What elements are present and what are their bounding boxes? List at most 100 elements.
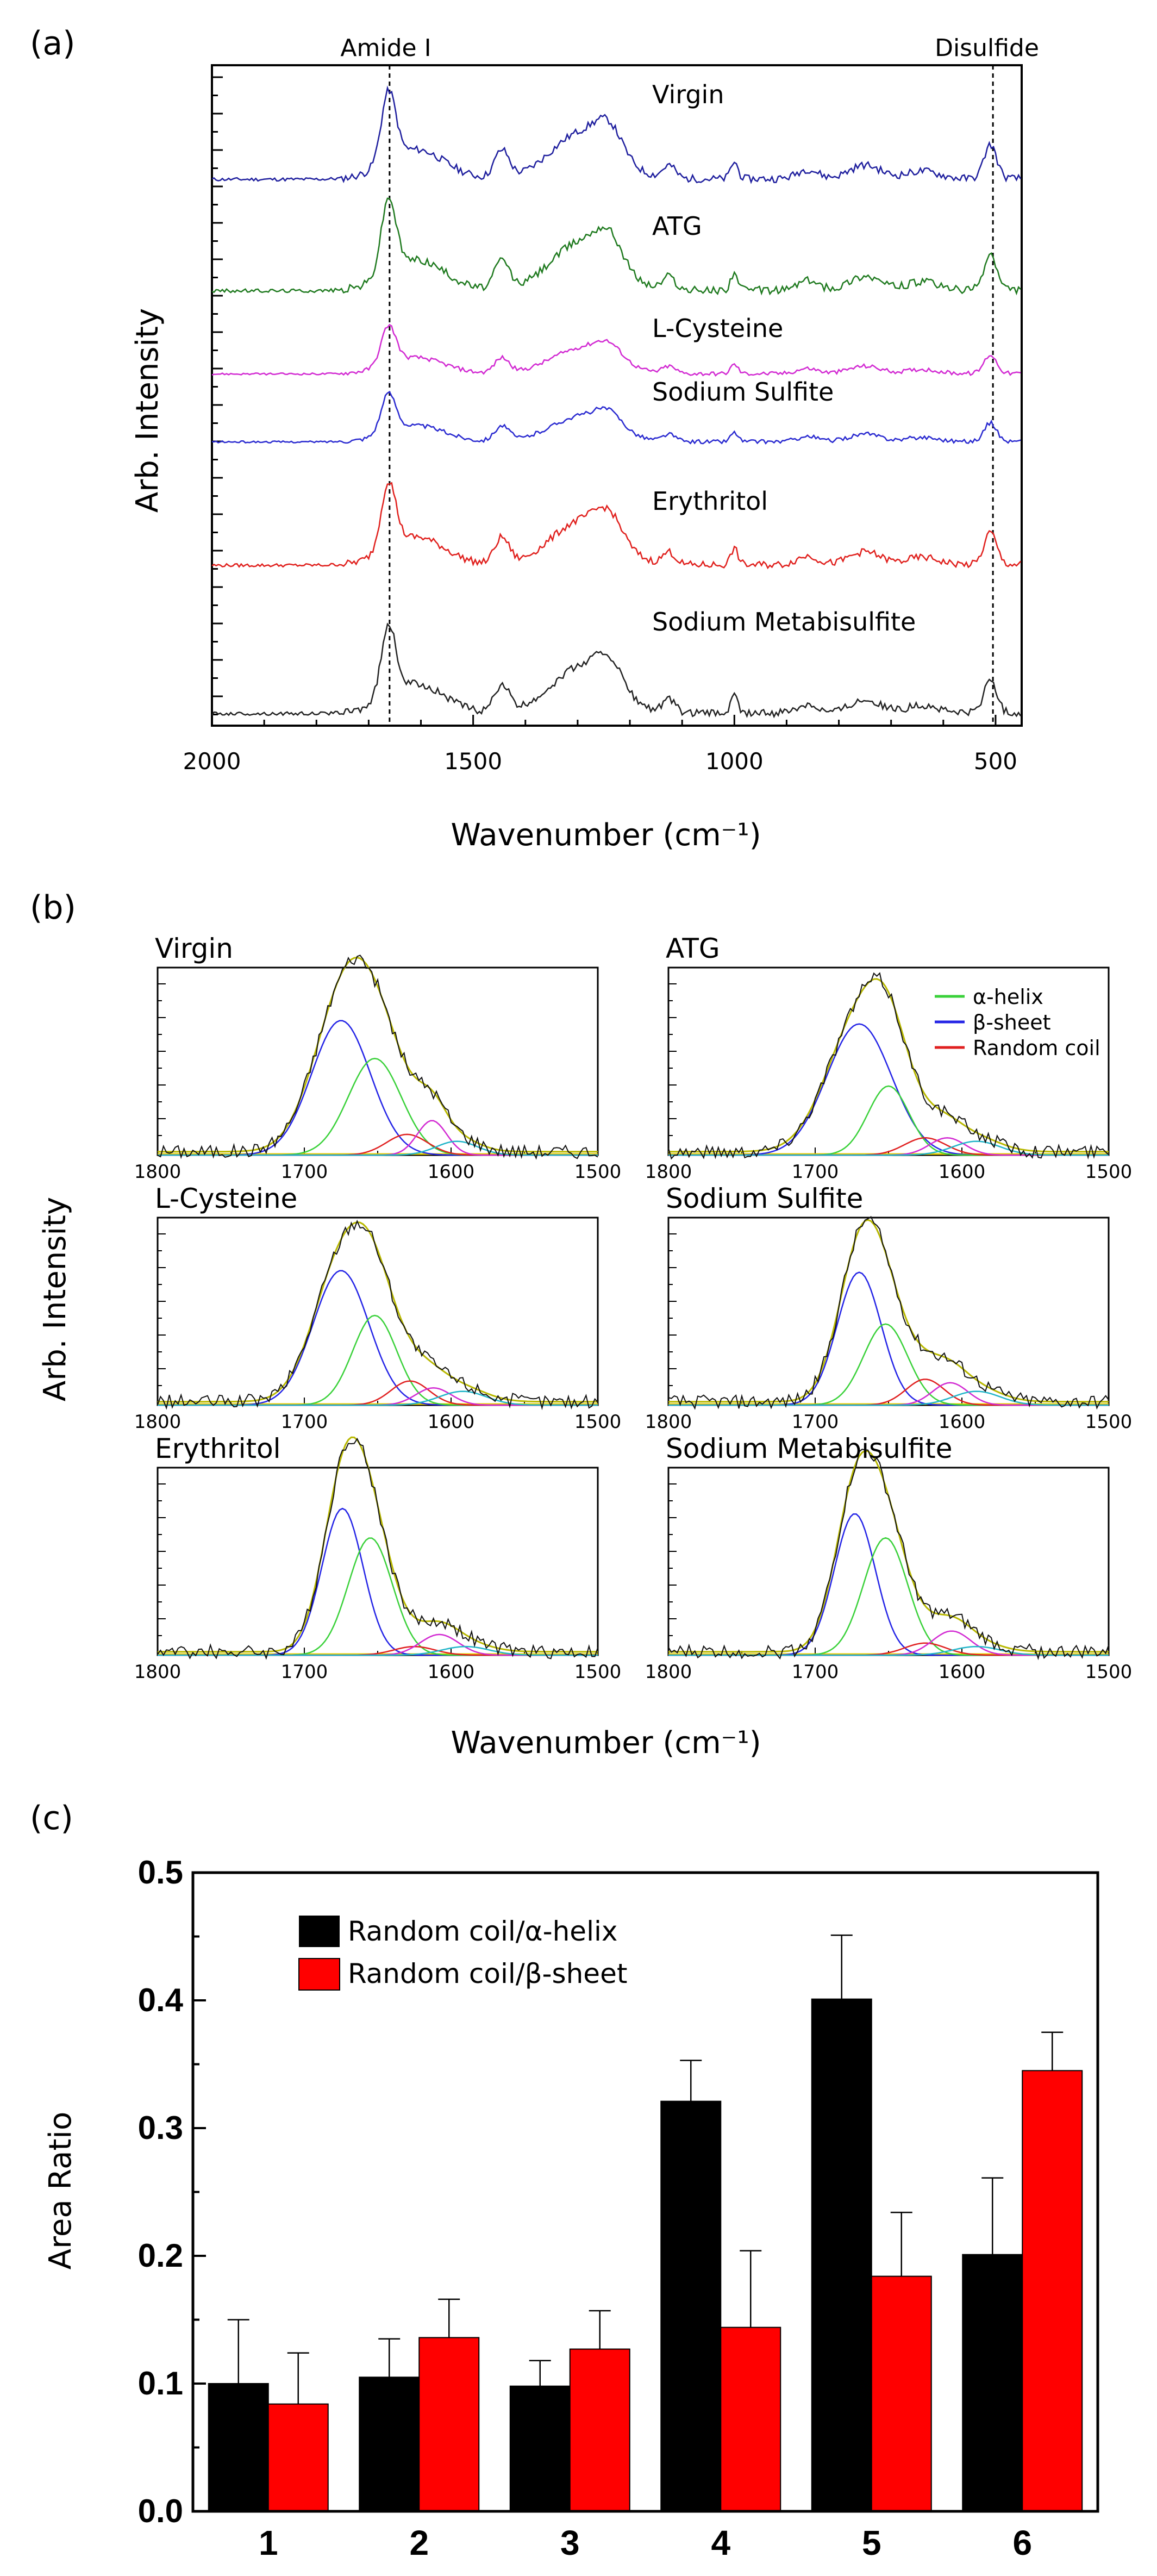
- panel-a-series-label-sodium-sulfite: Sodium Sulfite: [652, 377, 834, 407]
- panel-b-frame-0: [157, 966, 599, 1156]
- panel-a-series-line-0: [211, 85, 1022, 184]
- panel-b-legend: α-helix β-sheet Random coil: [935, 985, 1100, 1060]
- panel-b-peak-2-1: [158, 1314, 598, 1406]
- panel-b-x-tick-label: 1600: [939, 1411, 986, 1433]
- panel-b-peak-5-4: [668, 1645, 1109, 1656]
- panel-a-y-label: Arb. Intensity: [130, 308, 165, 513]
- panel-c-bar-s1-2: [569, 2348, 630, 2512]
- panel-b-x-tick-label: 1700: [281, 1161, 328, 1183]
- panel-b-frame-4: [157, 1467, 599, 1656]
- panel-a-series-line-1: [211, 197, 1021, 296]
- panel-b-peak-0-0: [158, 1020, 598, 1156]
- panel-a-series-label-virgin: Virgin: [652, 80, 724, 109]
- panel-b-peak-4-0: [158, 1507, 598, 1656]
- panel-b-fit-5: [668, 1450, 1109, 1653]
- panel-c: (c) 0.0 0.1 0.2 0.3 0.4 0.5 1 2 3 4 5 6 Random coil…: [30, 1799, 1099, 2562]
- panel-c-x-tick-label-3: 4: [711, 2523, 730, 2562]
- panel-b-peak-0-1: [158, 1058, 598, 1156]
- panel-b-x-tick-label: 1500: [1085, 1411, 1133, 1433]
- panel-c-x-tick-label-0: 1: [259, 2523, 278, 2562]
- panel-b-x-tick-label: 1700: [792, 1661, 839, 1683]
- panel-c-legend-label-beta: Random coil/β-sheet: [348, 1958, 627, 1989]
- panel-a-label: (a): [30, 24, 76, 63]
- panel-a-marker-disulfide-label: Disulfide: [935, 34, 1039, 62]
- panel-b-x-tick-label: 1800: [645, 1661, 692, 1683]
- panel-b-title-erythritol: Erythritol: [155, 1433, 281, 1464]
- panel-b-fit-1: [668, 978, 1109, 1153]
- panel-b-x-tick-label: 1700: [281, 1661, 328, 1683]
- panel-b-subplots: 1800 1700 1600 1500 1800 1700 1600 1500 1800 1700…: [134, 955, 1133, 1683]
- panel-b-x-tick-label: 1600: [428, 1161, 475, 1183]
- panel-b-x-tick-label: 1800: [134, 1661, 182, 1683]
- panel-b-x-tick-label: 1500: [574, 1411, 622, 1433]
- panel-b-legend-label-beta: β-sheet: [973, 1011, 1051, 1034]
- panel-b-peak-3-1: [668, 1323, 1109, 1406]
- panel-c-bar-s1-3: [720, 2326, 781, 2512]
- panel-a-x-tick-label-2: 1000: [705, 748, 764, 775]
- panel-a-series-label-erythritol: Erythritol: [652, 486, 768, 516]
- panel-a-series-label-l-cysteine: L-Cysteine: [652, 314, 783, 343]
- panel-a-series-label-atg: ATG: [652, 211, 702, 241]
- panel-b-peak-5-1: [668, 1537, 1109, 1656]
- panel-b-x-tick-label: 1500: [574, 1661, 622, 1683]
- panel-b-raw-4: [157, 1437, 598, 1660]
- panel-c-y-tick-label-5: 0.5: [138, 1854, 183, 1891]
- panel-a-marker-lines: [389, 65, 994, 726]
- panel-b-title-sodium-metabisulfite: Sodium Metabisulfite: [666, 1433, 953, 1464]
- panel-b-title-l-cysteine: L-Cysteine: [155, 1183, 297, 1214]
- panel-b-peak-5-0: [668, 1513, 1109, 1656]
- panel-c-bar-s0-0: [208, 2383, 269, 2512]
- panel-b-label: (b): [30, 889, 76, 927]
- panel-b-peak-1-1: [668, 1085, 1109, 1156]
- panel-c-legend-swatch-beta: [298, 1958, 340, 1991]
- panel-b-peak-0-3: [158, 1120, 598, 1156]
- panel-c-bar-s0-1: [359, 2377, 420, 2512]
- panel-b-fit-3: [668, 1219, 1109, 1403]
- panel-b-raw-3: [668, 1216, 1109, 1410]
- panel-b-fit-0: [158, 956, 598, 1153]
- panel-c-x-tick-label-5: 6: [1012, 2523, 1032, 2562]
- panel-c-x-tick-label-1: 2: [409, 2523, 429, 2562]
- panel-b-peak-3-4: [668, 1390, 1109, 1406]
- panel-b: (b) 1800 1700 1600 1500 1800 1700 1600 15001800…: [30, 889, 1132, 1761]
- panel-c-bar-s1-0: [267, 2403, 329, 2512]
- panel-c-bar-s1-4: [871, 2275, 932, 2512]
- panel-b-x-tick-label: 1800: [134, 1161, 182, 1183]
- panel-b-x-tick-label: 1800: [645, 1411, 692, 1433]
- panel-c-y-label: Area Ratio: [43, 2112, 78, 2269]
- panel-b-x-tick-label: 1800: [134, 1411, 182, 1433]
- panel-c-bar-s1-1: [418, 2337, 480, 2512]
- panel-b-title-sodium-sulfite: Sodium Sulfite: [666, 1183, 863, 1214]
- panel-b-x-tick-label: 1500: [1085, 1661, 1133, 1683]
- panel-b-raw-0: [157, 955, 598, 1160]
- panel-c-frame: [191, 1871, 1099, 2513]
- panel-b-x-tick-label: 1600: [939, 1161, 986, 1183]
- panel-b-x-tick-label: 1600: [428, 1661, 475, 1683]
- panel-c-bar-s0-4: [811, 1998, 872, 2512]
- panel-a-frame: [211, 64, 1023, 727]
- panel-b-legend-label-alpha: α-helix: [973, 985, 1043, 1009]
- panel-b-x-tick-label: 1800: [645, 1161, 692, 1183]
- panel-c-axes: 0.0 0.1 0.2 0.3 0.4 0.5 1 2 3 4 5 6: [138, 1854, 1032, 2562]
- panel-a: (a) Amide I Disulfide 2000 1500 1000 500 Vi…: [30, 24, 1039, 853]
- panel-b-peak-1-4: [668, 1140, 1109, 1156]
- panel-b-x-tick-label: 1500: [574, 1161, 622, 1183]
- panel-b-fit-2: [158, 1221, 598, 1403]
- panel-b-x-tick-label: 1600: [428, 1411, 475, 1433]
- panel-a-x-tick-label-1: 1500: [444, 748, 502, 775]
- panel-b-title-virgin: Virgin: [155, 933, 233, 964]
- panel-b-raw-2: [157, 1219, 598, 1411]
- panel-a-y-axis: [212, 76, 223, 715]
- panel-b-title-atg: ATG: [666, 933, 720, 964]
- panel-b-x-tick-label: 1700: [281, 1411, 328, 1433]
- panel-c-x-tick-label-2: 3: [560, 2523, 580, 2562]
- panel-c-bars: [208, 1934, 1083, 2512]
- panel-c-y-tick-label-0: 0.0: [138, 2493, 183, 2529]
- panel-a-marker-amide-label: Amide I: [340, 34, 431, 62]
- panel-b-y-label: Arb. Intensity: [37, 1197, 73, 1401]
- panel-a-x-tick-label-0: 2000: [183, 748, 241, 775]
- panel-c-bar-s0-2: [509, 2385, 571, 2512]
- panel-b-peak-2-4: [158, 1390, 598, 1406]
- panel-c-y-tick-label-4: 0.4: [138, 1982, 184, 2018]
